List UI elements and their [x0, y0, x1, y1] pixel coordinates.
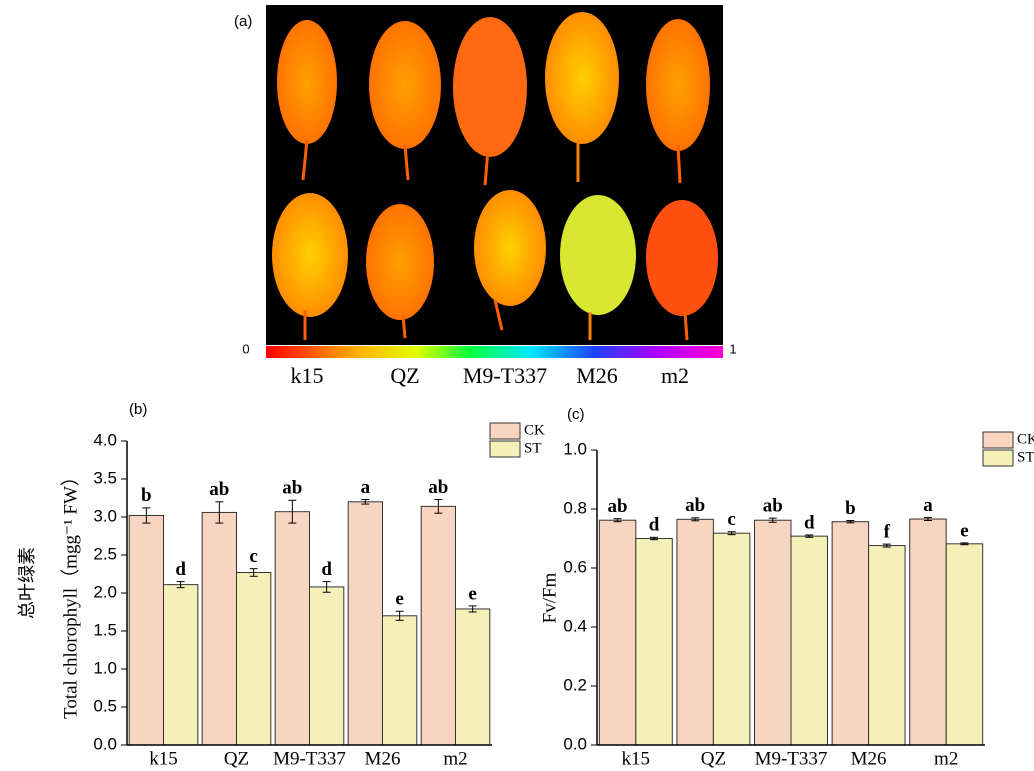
x-tick-label: m2: [443, 748, 467, 769]
x-tick-label: M9-T337: [273, 748, 346, 769]
legend-label: ST: [524, 440, 542, 456]
y-tick-label: 0.5: [93, 696, 117, 715]
significance-letter: b: [845, 498, 856, 519]
bar: [383, 616, 417, 745]
bar: [456, 609, 490, 745]
genotype-label: m2: [661, 363, 689, 388]
panel-label: (c): [567, 406, 585, 423]
significance-letter: d: [321, 559, 332, 580]
legend-swatch: [490, 441, 520, 457]
legend-label: CK: [1017, 431, 1034, 447]
x-tick-label: k15: [149, 748, 178, 769]
bar: [237, 572, 271, 745]
significance-letter: e: [468, 583, 476, 604]
significance-letter: ab: [608, 496, 628, 517]
bar: [275, 512, 309, 745]
significance-letter: b: [141, 485, 152, 506]
colorbar: [266, 346, 723, 358]
x-tick-label: m2: [934, 748, 958, 769]
legend-swatch: [983, 450, 1013, 466]
significance-letter: d: [804, 512, 815, 533]
page: {"panel_a": {"label": "(a)", "colorbar_t…: [0, 0, 1034, 771]
y-tick-label: 0.0: [563, 734, 587, 753]
significance-letter: ab: [209, 479, 229, 500]
x-tick-label: M9-T337: [755, 748, 828, 769]
y-tick-label: 3.0: [93, 506, 117, 525]
bar: [832, 522, 868, 745]
genotype-label: QZ: [390, 363, 419, 388]
significance-letter: e: [395, 589, 403, 610]
significance-letter: e: [960, 520, 968, 541]
colorbar-max: 1: [729, 341, 736, 356]
significance-letter: d: [175, 559, 186, 580]
bar: [310, 587, 344, 745]
x-tick-label: QZ: [701, 748, 726, 769]
panel-label: (b): [129, 401, 147, 418]
y-axis-label-cn: 总叶绿素: [17, 547, 38, 619]
significance-letter: ab: [282, 478, 302, 499]
bar: [910, 519, 946, 745]
y-tick-label: 1.0: [93, 658, 117, 677]
significance-letter: ab: [763, 496, 783, 517]
y-tick-label: 0.6: [563, 557, 587, 576]
bar: [636, 539, 672, 746]
significance-letter: ab: [685, 495, 705, 516]
bar: [164, 585, 198, 745]
colorbar-min: 0: [242, 341, 249, 356]
legend-swatch: [490, 423, 520, 439]
panel-label: (a): [234, 13, 252, 30]
x-tick-label: QZ: [224, 748, 249, 769]
x-tick-label: M26: [851, 748, 887, 769]
bar: [202, 512, 236, 745]
bar: [677, 519, 713, 745]
bar: [791, 536, 827, 745]
significance-letter: c: [727, 509, 735, 530]
legend-swatch: [983, 432, 1013, 448]
bar: [599, 520, 635, 745]
y-tick-label: 2.5: [93, 544, 117, 563]
y-tick-label: 0.0: [93, 734, 117, 753]
significance-letter: ab: [428, 477, 448, 498]
bar: [713, 533, 749, 745]
y-tick-label: 0.2: [563, 675, 587, 694]
y-tick-label: 0.4: [563, 616, 587, 635]
genotype-label: k15: [291, 363, 324, 388]
x-tick-label: M26: [365, 748, 401, 769]
legend-label: ST: [1017, 449, 1034, 465]
bar: [129, 515, 163, 745]
significance-letter: a: [923, 495, 933, 516]
significance-letter: c: [249, 546, 257, 567]
y-tick-label: 4.0: [93, 430, 117, 449]
y-tick-label: 2.0: [93, 582, 117, 601]
y-tick-label: 1.0: [563, 439, 587, 458]
y-axis-label: Fv/Fm: [539, 572, 560, 623]
significance-letter: d: [649, 515, 660, 536]
x-tick-label: k15: [622, 748, 651, 769]
bar: [421, 506, 455, 745]
bar: [755, 520, 791, 745]
genotype-label: M9-T337: [463, 363, 547, 388]
y-tick-label: 1.5: [93, 620, 117, 639]
significance-letter: f: [884, 521, 891, 542]
y-axis-label: Total chlorophyll（mgg⁻¹ FW）: [59, 467, 81, 719]
legend-label: CK: [524, 422, 545, 438]
bar: [348, 502, 382, 745]
genotype-label: M26: [576, 363, 618, 388]
bar: [869, 546, 905, 745]
significance-letter: a: [361, 477, 371, 498]
bar: [946, 544, 982, 745]
y-tick-label: 3.5: [93, 468, 117, 487]
figure: (a) 0 1 k15 QZ M9-T337 M26 m2 (b) Total c…: [0, 0, 1034, 771]
y-tick-label: 0.8: [563, 498, 587, 517]
